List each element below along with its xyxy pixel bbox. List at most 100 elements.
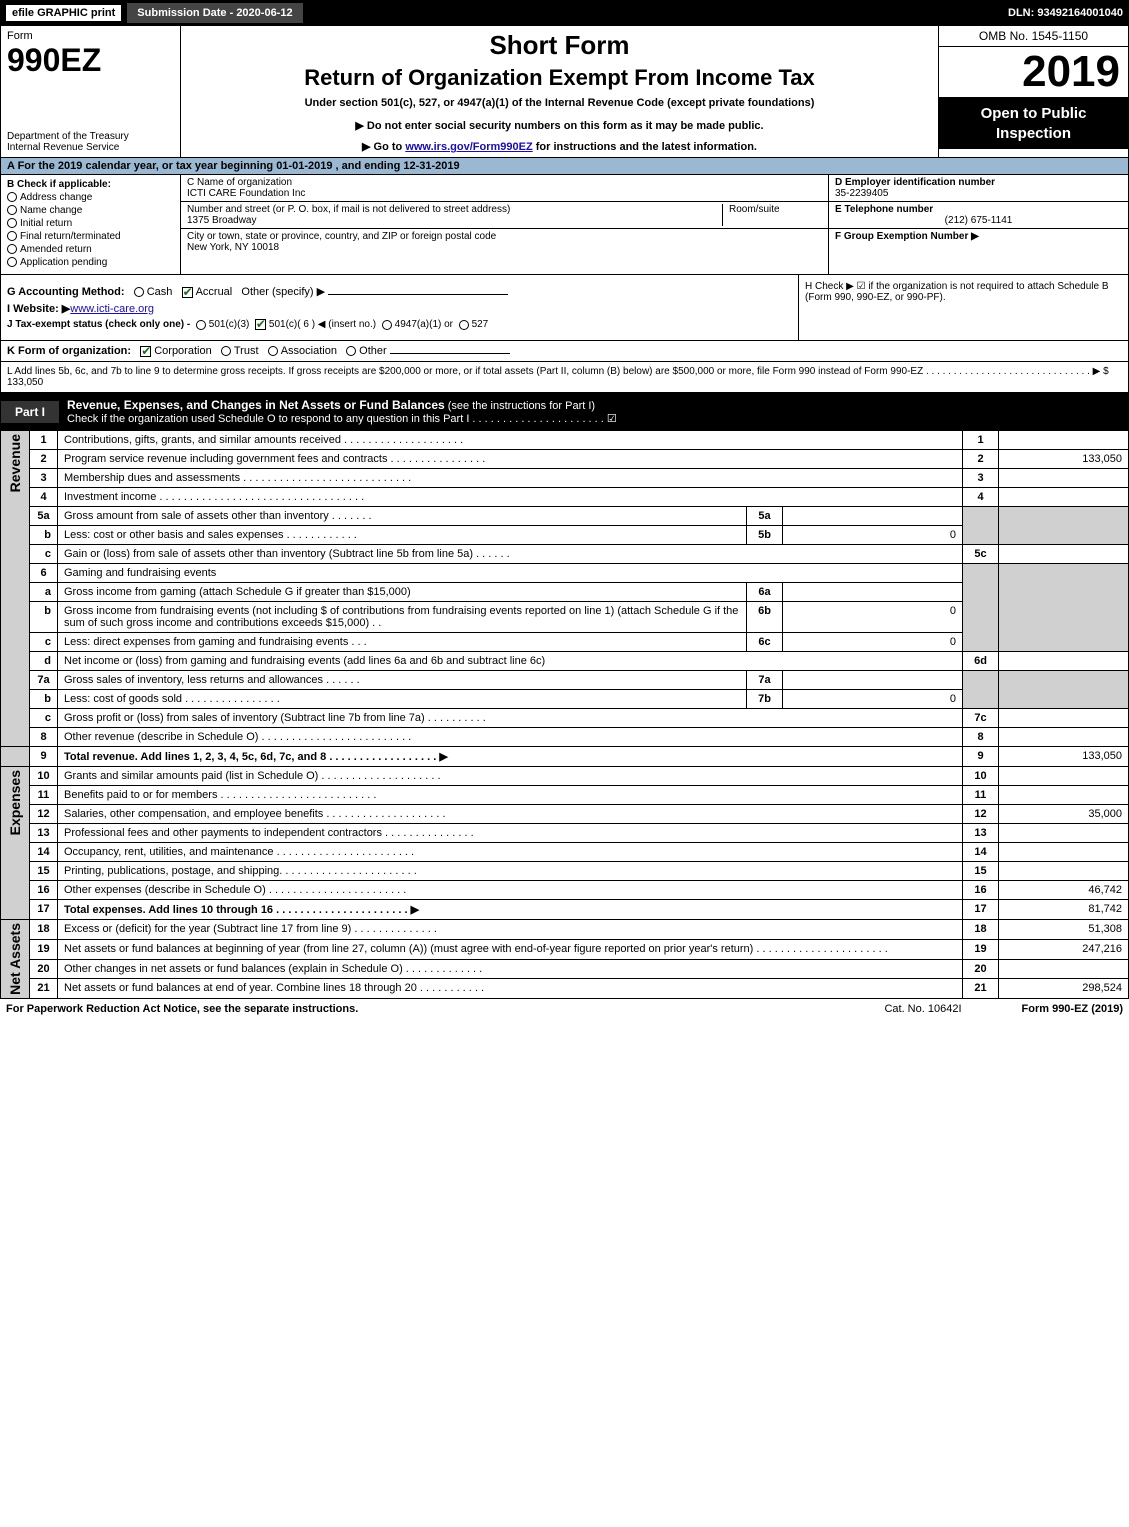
line-box: 13 [963, 824, 999, 843]
j-501c3-label: 501(c)(3) [209, 319, 250, 330]
row-k: K Form of organization: Corporation Trus… [0, 341, 1129, 362]
line-box: 20 [963, 959, 999, 979]
j-527-radio[interactable] [459, 320, 469, 330]
inner-amount: 0 [783, 602, 963, 633]
line-amount: 35,000 [999, 805, 1129, 824]
line-num: 15 [30, 862, 58, 881]
c-addr-label: Number and street (or P. O. box, if mail… [187, 204, 722, 215]
b-item-label: Address change [20, 192, 92, 203]
j-4947-radio[interactable] [382, 320, 392, 330]
line-num: 8 [30, 728, 58, 747]
k-corp-label: Corporation [154, 345, 211, 357]
k-trust-label: Trust [234, 345, 259, 357]
b-address-change[interactable]: Address change [7, 192, 174, 203]
form-number: 990EZ [7, 42, 174, 79]
line-box: 16 [963, 881, 999, 900]
b-name-change[interactable]: Name change [7, 205, 174, 216]
e-telephone: E Telephone number (212) 675-1141 [829, 202, 1128, 229]
c-address-row: Number and street (or P. O. box, if mail… [181, 202, 828, 229]
f-group-exemption: F Group Exemption Number ▶ [829, 229, 1128, 274]
g-label: G Accounting Method: [7, 286, 125, 298]
c-city-label: City or town, state or province, country… [187, 231, 822, 242]
tax-year: 2019 [939, 47, 1128, 98]
line-num: c [30, 633, 58, 652]
j-501c3-radio[interactable] [196, 320, 206, 330]
irs-link[interactable]: www.irs.gov/Form990EZ [405, 141, 532, 153]
line-amount: 133,050 [999, 450, 1129, 469]
line-desc: Less: direct expenses from gaming and fu… [58, 633, 747, 652]
k-other-line [390, 353, 510, 354]
b-application-pending[interactable]: Application pending [7, 257, 174, 268]
line-box: 3 [963, 469, 999, 488]
col-c-org-info: C Name of organization ICTI CARE Foundat… [181, 175, 828, 274]
line-box: 10 [963, 767, 999, 786]
line-desc: Salaries, other compensation, and employ… [58, 805, 963, 824]
part-1-check: Check if the organization used Schedule … [67, 412, 617, 425]
footer-catno: Cat. No. 10642I [884, 1003, 961, 1015]
line-box: 6d [963, 652, 999, 671]
c-name-label: C Name of organization [187, 177, 822, 188]
j-501c-checkbox[interactable] [255, 319, 266, 330]
k-assoc-radio[interactable] [268, 346, 278, 356]
b-amended-return[interactable]: Amended return [7, 244, 174, 255]
line-box: 17 [963, 900, 999, 920]
line-desc: Gaming and fundraising events [58, 564, 963, 583]
grey-block [1, 747, 30, 767]
line-num: b [30, 602, 58, 633]
line-box: 11 [963, 786, 999, 805]
line-14: 14 Occupancy, rent, utilities, and maint… [1, 843, 1129, 862]
short-form-title: Short Form [189, 30, 930, 61]
line-box: 1 [963, 431, 999, 450]
accrual-checkbox[interactable] [182, 287, 193, 298]
line-num: 16 [30, 881, 58, 900]
under-section: Under section 501(c), 527, or 4947(a)(1)… [189, 97, 930, 109]
col-b-checkboxes: B Check if applicable: Address change Na… [1, 175, 181, 274]
line-7b: b Less: cost of goods sold . . . . . . .… [1, 690, 1129, 709]
goto-line: ▶ Go to www.irs.gov/Form990EZ for instru… [189, 140, 930, 153]
line-num: 14 [30, 843, 58, 862]
b-item-label: Initial return [20, 218, 72, 229]
dept-treasury: Department of the Treasury [7, 131, 174, 142]
grey-block [999, 671, 1129, 709]
cash-radio[interactable] [134, 287, 144, 297]
line-num: 6 [30, 564, 58, 583]
inner-amount: 0 [783, 690, 963, 709]
line-9: 9 Total revenue. Add lines 1, 2, 3, 4, 5… [1, 747, 1129, 767]
goto-pre: ▶ Go to [362, 141, 405, 153]
line-6d: d Net income or (loss) from gaming and f… [1, 652, 1129, 671]
header-right: OMB No. 1545-1150 2019 Open to Public In… [938, 26, 1128, 157]
line-18: Net Assets 18 Excess or (deficit) for th… [1, 920, 1129, 940]
tel-value: (212) 675-1141 [835, 215, 1122, 226]
line-6c: c Less: direct expenses from gaming and … [1, 633, 1129, 652]
line-desc: Total expenses. Add lines 10 through 16 … [64, 904, 419, 916]
line-amount [999, 709, 1129, 728]
k-trust-radio[interactable] [221, 346, 231, 356]
c-city-row: City or town, state or province, country… [181, 229, 828, 255]
line-desc: Other expenses (describe in Schedule O) … [58, 881, 963, 900]
k-corp-checkbox[interactable] [140, 346, 151, 357]
ein-value: 35-2239405 [835, 188, 1122, 199]
part-1-title-text: Revenue, Expenses, and Changes in Net As… [67, 398, 445, 412]
line-box: 21 [963, 979, 999, 999]
b-initial-return[interactable]: Initial return [7, 218, 174, 229]
line-7c: c Gross profit or (loss) from sales of i… [1, 709, 1129, 728]
accrual-label: Accrual [196, 286, 233, 298]
line-box: 7c [963, 709, 999, 728]
line-13: 13 Professional fees and other payments … [1, 824, 1129, 843]
org-city: New York, NY 10018 [187, 242, 822, 253]
org-address: 1375 Broadway [187, 215, 722, 226]
k-other-label: Other [359, 345, 387, 357]
k-other-radio[interactable] [346, 346, 356, 356]
line-box: 18 [963, 920, 999, 940]
line-7a: 7a Gross sales of inventory, less return… [1, 671, 1129, 690]
line-box: 8 [963, 728, 999, 747]
top-bar: efile GRAPHIC print Submission Date - 20… [0, 0, 1129, 26]
b-final-return[interactable]: Final return/terminated [7, 231, 174, 242]
line-num: 5a [30, 507, 58, 526]
line-num: 9 [30, 747, 58, 767]
line-desc: Grants and similar amounts paid (list in… [58, 767, 963, 786]
line-desc: Other changes in net assets or fund bala… [58, 959, 963, 979]
line-desc: Other revenue (describe in Schedule O) .… [58, 728, 963, 747]
website-link[interactable]: www.icti-care.org [70, 303, 154, 315]
j-4947-label: 4947(a)(1) or [395, 319, 453, 330]
